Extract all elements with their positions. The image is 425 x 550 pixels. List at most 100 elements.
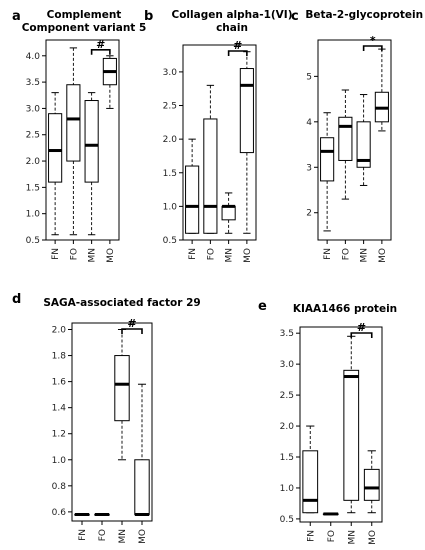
panel-c: c Beta-2-glycoprotein I 2 3 4 5 FN FO MN MO * (291, 9, 425, 263)
y-tick-label: 1.5 (280, 453, 294, 463)
category-label: MN (88, 248, 98, 263)
y-tick-label: 1.8 (52, 352, 67, 362)
box-FO: FO (66, 47, 81, 260)
panel-title-line: Component variant 5 (22, 22, 147, 34)
box-FN: FN (302, 425, 319, 542)
box-FO: FO (338, 89, 353, 260)
y-tick-label: 1.6 (52, 378, 67, 388)
box-MN: MN (221, 192, 236, 263)
category-label: FN (323, 248, 333, 260)
panel-letter: e (258, 299, 267, 314)
category-label: FO (98, 529, 108, 541)
y-tick-label: 0.5 (163, 236, 177, 246)
iqr-box (84, 100, 99, 183)
category-label: MO (138, 529, 148, 544)
box-FN: FN (320, 112, 335, 260)
y-tick-label: 2.5 (280, 391, 294, 401)
y-tick-label: 1.0 (26, 210, 41, 220)
panel-title-line: Collagen alpha-1(VI) (171, 9, 292, 21)
box-MO: MO (102, 55, 117, 263)
y-tick-label: 1.4 (52, 404, 67, 414)
panel-d: d SAGA-associated factor 29 0.6 0.8 1.0 1.2 1.… (12, 292, 201, 544)
box-FO: FO (94, 512, 110, 541)
panel-title-line: KIAA1466 protein (293, 303, 397, 315)
y-tick-label: 3.5 (280, 329, 294, 339)
panel-letter: a (12, 9, 21, 24)
category-label: FN (51, 248, 61, 260)
panel-title-line: Complement (47, 9, 122, 21)
y-tick-label: 0.6 (52, 508, 67, 518)
y-tick-label: 3.0 (280, 360, 295, 370)
iqr-box (134, 459, 150, 515)
y-tick-label: 3.0 (163, 68, 178, 78)
box-MN: MN (343, 335, 360, 545)
y-tick-label: 2.0 (52, 326, 67, 336)
plot-frame (71, 322, 153, 522)
plot-frame (182, 44, 257, 241)
iqr-box (185, 165, 200, 234)
iqr-box (320, 137, 335, 182)
iqr-box (114, 355, 130, 422)
category-label: MN (360, 248, 370, 263)
significance-bracket (350, 332, 373, 338)
plot-frame (299, 326, 383, 523)
y-tick-label: 0.5 (26, 236, 40, 246)
panel-letter: d (12, 292, 21, 307)
iqr-box (203, 118, 218, 234)
iqr-box (338, 116, 353, 161)
panel-title-line: chain (216, 22, 248, 34)
y-tick-label: 2.0 (163, 135, 178, 145)
y-tick-label: 2.5 (26, 131, 40, 141)
iqr-box (221, 205, 236, 221)
category-label: FO (206, 248, 216, 260)
iqr-box (48, 113, 63, 183)
significance-bracket (227, 50, 248, 56)
category-label: FO (69, 248, 79, 260)
y-tick-label: 4 (306, 118, 312, 128)
box-FN: FN (74, 512, 90, 541)
category-label: FN (188, 248, 198, 260)
category-label: FO (327, 530, 337, 542)
box-MO: MO (374, 48, 389, 263)
panel-e: e KIAA1466 protein 0.5 1.0 1.5 2.0 2.5 3.0 3.5 FN… (258, 299, 397, 545)
iqr-box (302, 450, 319, 514)
iqr-box (363, 468, 380, 501)
iqr-box (66, 84, 81, 162)
significance-marker: # (127, 317, 136, 330)
category-label: MO (106, 248, 116, 263)
box-FN: FN (48, 92, 63, 260)
category-label: MO (368, 530, 378, 545)
box-FN: FN (185, 138, 200, 260)
panel-letter: b (144, 9, 153, 24)
iqr-box (343, 369, 360, 501)
y-tick-label: 1.0 (52, 456, 67, 466)
significance-marker: # (96, 38, 105, 51)
significance-marker: * (370, 34, 376, 47)
category-label: MN (225, 248, 235, 263)
y-tick-label: 3.5 (26, 78, 40, 88)
y-tick-label: 3 (306, 163, 312, 173)
iqr-box (239, 68, 254, 154)
y-tick-label: 2 (306, 209, 312, 219)
box-MN: MN (84, 92, 99, 263)
iqr-box (356, 121, 371, 168)
significance-marker: # (357, 321, 366, 334)
y-tick-label: 2.0 (280, 422, 295, 432)
y-tick-label: 1.0 (163, 202, 178, 212)
y-tick-label: 1.0 (280, 484, 295, 494)
y-tick-label: 0.8 (52, 482, 67, 492)
significance-marker: # (233, 39, 242, 52)
category-label: MN (118, 529, 128, 544)
category-label: MO (243, 248, 253, 263)
significance-bracket (121, 328, 143, 334)
category-label: MO (378, 248, 388, 263)
y-tick-label: 4.0 (26, 52, 41, 62)
y-tick-label: 1.2 (52, 430, 66, 440)
plot-frame (45, 39, 120, 241)
box-FO: FO (322, 512, 339, 542)
category-label: MN (347, 530, 357, 545)
y-tick-label: 0.5 (280, 515, 294, 525)
category-label: FN (306, 530, 316, 542)
